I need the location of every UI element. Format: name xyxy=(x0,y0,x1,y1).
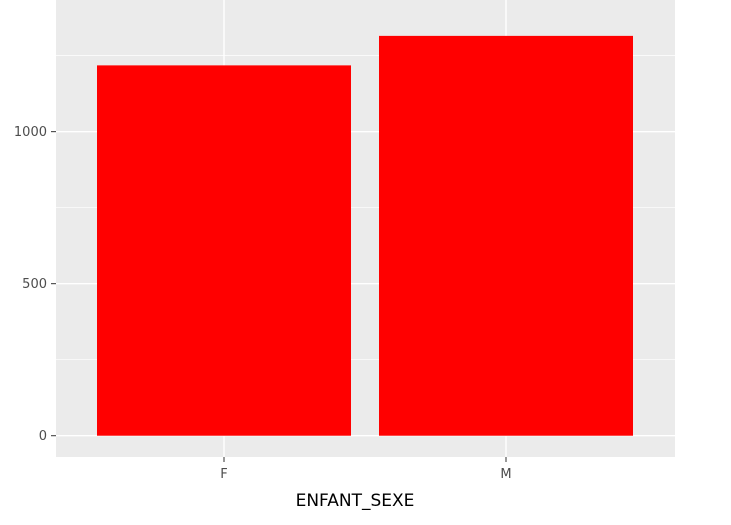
y-axis: 0 500 1000 xyxy=(14,125,56,444)
bar-f xyxy=(97,65,351,436)
y-tick-label: 1000 xyxy=(14,125,47,140)
y-tick-label: 500 xyxy=(22,277,47,292)
bars xyxy=(97,35,633,436)
x-tick-label: F xyxy=(220,467,227,482)
y-tick-label: 0 xyxy=(39,429,47,444)
bar-m xyxy=(379,35,633,436)
x-tick-label: M xyxy=(500,467,511,482)
x-axis-title: ENFANT_SEXE xyxy=(296,491,415,511)
